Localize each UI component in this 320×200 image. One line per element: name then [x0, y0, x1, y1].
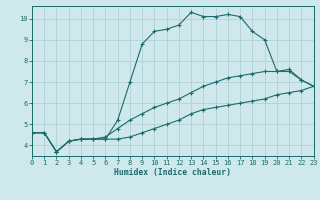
X-axis label: Humidex (Indice chaleur): Humidex (Indice chaleur) — [114, 168, 231, 177]
